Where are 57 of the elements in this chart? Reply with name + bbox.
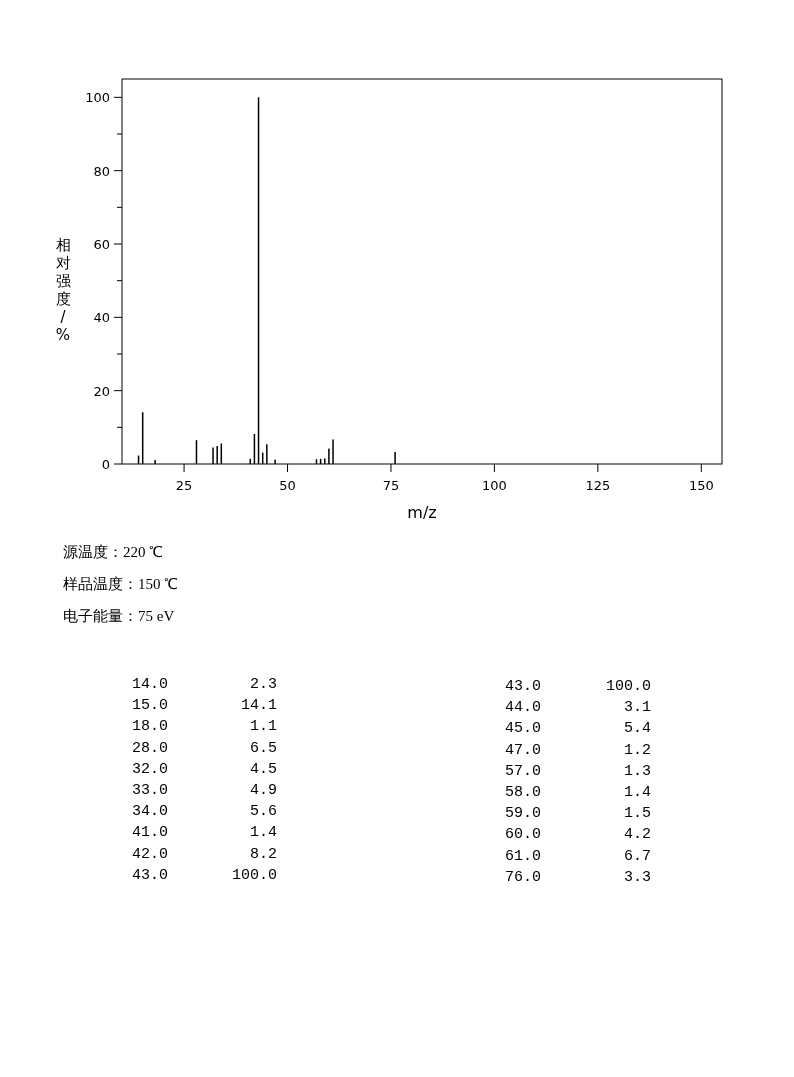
y-tick-label: 0 <box>101 457 110 472</box>
text: 1.1 <box>249 718 277 736</box>
text: 4.9 <box>249 782 277 799</box>
text: 3.1 <box>623 699 651 717</box>
text: 14.0 <box>131 676 168 693</box>
text: 4.2 <box>623 826 651 844</box>
text: 1.4 <box>249 824 277 842</box>
x-axis-title: m/z <box>407 503 437 522</box>
text: 100.0 <box>231 866 277 884</box>
y-tick-label: 80 <box>93 163 110 179</box>
text: 41.0 <box>131 824 168 842</box>
text: 18.0 <box>131 718 168 736</box>
text: 43.0 <box>504 678 541 695</box>
text: 57.0 <box>504 762 541 780</box>
x-tick-label: 75 <box>382 478 400 493</box>
x-tick-label: 50 <box>279 478 296 493</box>
text: 8.2 <box>249 845 277 863</box>
text: 1.4 <box>623 784 651 801</box>
text: 34.0 <box>131 803 168 821</box>
text: 61.0 <box>504 847 541 865</box>
text: 1.5 <box>623 805 651 823</box>
y-tick-label: 60 <box>93 237 110 252</box>
x-tick-label: 125 <box>585 478 611 493</box>
text: 6.5 <box>249 739 277 757</box>
text: 3.3 <box>623 868 651 886</box>
text: 1.2 <box>623 741 651 759</box>
text: 电子能量：75 eV <box>63 608 175 624</box>
text: 76.0 <box>504 868 541 886</box>
y-tick-label: 100 <box>85 90 110 106</box>
x-tick-label: 100 <box>482 478 507 493</box>
x-tick-label: 25 <box>175 478 193 493</box>
y-axis-title: 相对强度/% <box>55 236 71 344</box>
text: 4.5 <box>249 760 277 778</box>
text: 42.0 <box>131 845 168 863</box>
text: 45.0 <box>504 720 541 738</box>
text: 59.0 <box>504 805 541 823</box>
x-tick-label: 150 <box>688 478 714 493</box>
text: 28.0 <box>131 739 168 757</box>
text: 43.0 <box>131 866 168 884</box>
text: 58.0 <box>504 784 541 801</box>
y-tick-label: 40 <box>93 310 110 326</box>
text: 47.0 <box>504 741 541 759</box>
text: 44.0 <box>504 699 541 717</box>
text: 15.0 <box>131 697 168 715</box>
text: 100.0 <box>605 678 651 695</box>
text: 60.0 <box>504 826 541 844</box>
text: 33.0 <box>131 782 168 799</box>
text: 样品温度：150 ℃ <box>63 576 179 592</box>
text: 6.7 <box>623 847 651 865</box>
text: 32.0 <box>131 760 168 778</box>
text: 14.1 <box>240 697 277 715</box>
text: 5.4 <box>623 720 651 738</box>
text: 2.3 <box>249 676 277 693</box>
y-tick-label: 20 <box>93 383 110 399</box>
text: 1.3 <box>623 762 651 780</box>
text: 源温度：220 ℃ <box>63 544 164 560</box>
text: 5.6 <box>249 803 277 821</box>
